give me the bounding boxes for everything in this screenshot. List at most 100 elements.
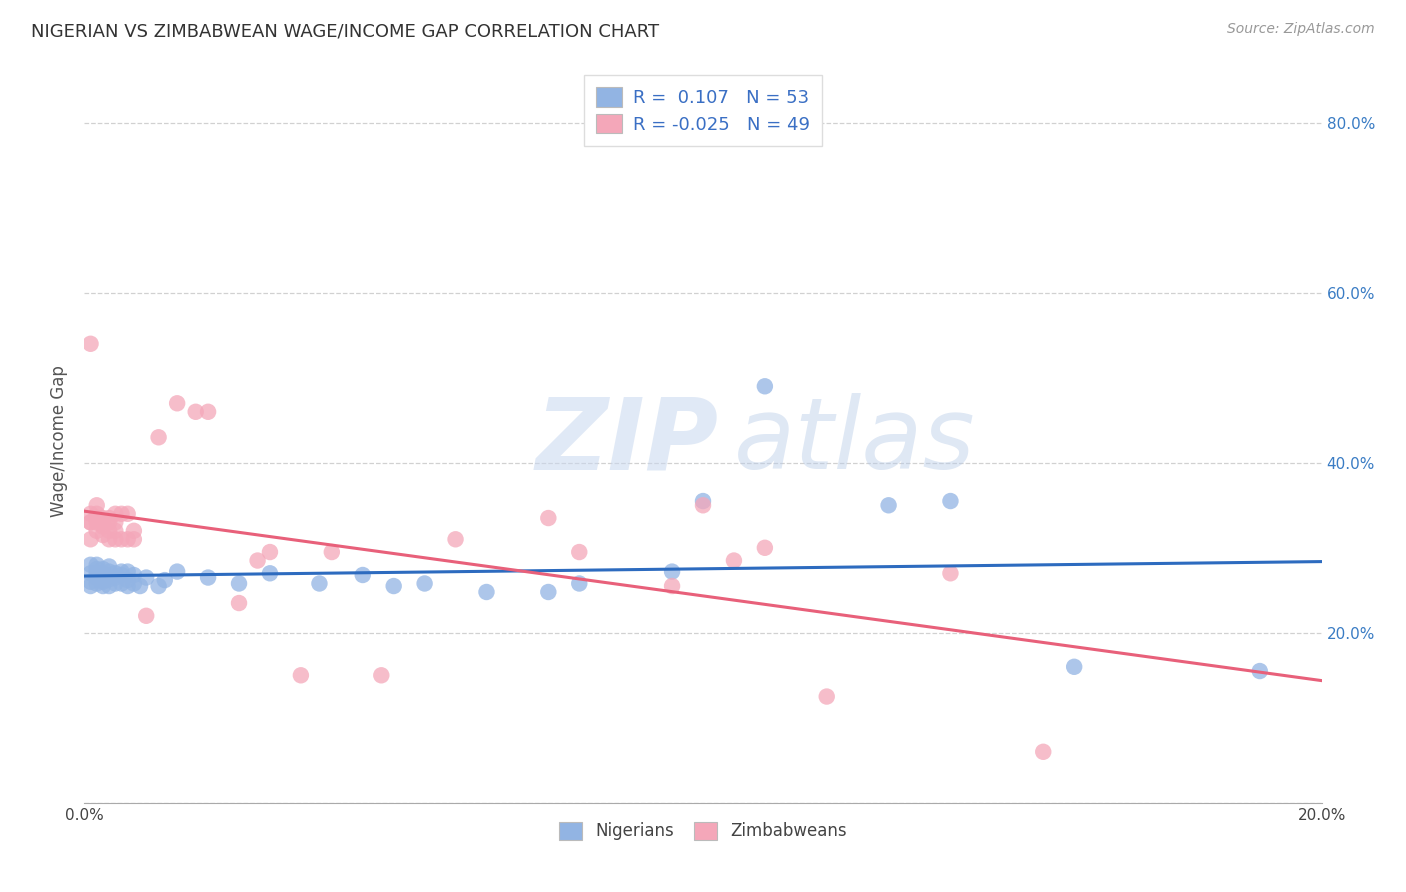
Point — [91, 562, 114, 576]
Point — [86, 516, 108, 530]
Point — [537, 511, 560, 525]
Text: NIGERIAN VS ZIMBABWEAN WAGE/INCOME GAP CORRELATION CHART: NIGERIAN VS ZIMBABWEAN WAGE/INCOME GAP C… — [31, 22, 659, 40]
Point — [352, 568, 374, 582]
Point — [939, 566, 962, 581]
Point — [184, 405, 207, 419]
Point — [661, 565, 683, 579]
Y-axis label: Wage/Income Gap: Wage/Income Gap — [51, 366, 69, 517]
Point — [382, 579, 405, 593]
Point — [104, 507, 127, 521]
Point — [86, 511, 108, 525]
Point — [413, 576, 436, 591]
Point — [129, 579, 152, 593]
Point — [661, 579, 683, 593]
Point — [110, 565, 132, 579]
Text: Source: ZipAtlas.com: Source: ZipAtlas.com — [1227, 22, 1375, 37]
Point — [110, 533, 132, 547]
Point — [444, 533, 467, 547]
Point — [148, 579, 170, 593]
Point — [79, 579, 101, 593]
Point — [104, 524, 127, 538]
Point — [122, 576, 145, 591]
Text: atlas: atlas — [734, 393, 976, 490]
Point — [86, 507, 108, 521]
Point — [86, 498, 108, 512]
Point — [117, 507, 139, 521]
Point — [754, 541, 776, 555]
Point — [148, 430, 170, 444]
Point — [79, 533, 101, 547]
Point — [370, 668, 392, 682]
Point — [104, 533, 127, 547]
Point — [692, 498, 714, 512]
Point — [91, 519, 114, 533]
Point — [815, 690, 838, 704]
Point — [1249, 664, 1271, 678]
Point — [91, 566, 114, 581]
Point — [259, 545, 281, 559]
Point — [117, 533, 139, 547]
Point — [86, 558, 108, 572]
Point — [86, 570, 108, 584]
Point — [153, 573, 176, 587]
Point — [98, 533, 121, 547]
Point — [110, 568, 132, 582]
Point — [1063, 660, 1085, 674]
Point — [98, 559, 121, 574]
Point — [290, 668, 312, 682]
Point — [568, 545, 591, 559]
Point — [79, 516, 101, 530]
Point — [86, 576, 108, 591]
Point — [79, 566, 101, 581]
Point — [166, 396, 188, 410]
Point — [308, 576, 330, 591]
Point — [86, 524, 108, 538]
Point — [122, 533, 145, 547]
Point — [79, 336, 101, 351]
Point — [246, 553, 269, 567]
Point — [228, 596, 250, 610]
Point — [228, 576, 250, 591]
Point — [98, 516, 121, 530]
Point — [98, 524, 121, 538]
Point — [91, 573, 114, 587]
Point — [475, 585, 498, 599]
Point — [568, 576, 591, 591]
Point — [166, 565, 188, 579]
Point — [197, 405, 219, 419]
Point — [91, 574, 114, 589]
Point — [91, 511, 114, 525]
Point — [117, 579, 139, 593]
Point — [98, 565, 121, 579]
Point — [321, 545, 343, 559]
Point — [259, 566, 281, 581]
Point — [79, 558, 101, 572]
Point — [104, 516, 127, 530]
Point — [537, 585, 560, 599]
Point — [754, 379, 776, 393]
Point — [104, 566, 127, 581]
Point — [91, 568, 114, 582]
Point — [939, 494, 962, 508]
Point — [110, 507, 132, 521]
Point — [122, 524, 145, 538]
Text: ZIP: ZIP — [536, 393, 718, 490]
Point — [91, 579, 114, 593]
Point — [86, 566, 108, 581]
Point — [117, 565, 139, 579]
Point — [98, 511, 121, 525]
Point — [1032, 745, 1054, 759]
Point — [135, 608, 157, 623]
Point — [86, 562, 108, 576]
Point — [877, 498, 900, 512]
Point — [104, 570, 127, 584]
Point — [122, 568, 145, 582]
Point — [723, 553, 745, 567]
Point — [79, 574, 101, 589]
Point — [79, 516, 101, 530]
Point — [117, 573, 139, 587]
Point — [110, 576, 132, 591]
Legend: Nigerians, Zimbabweans: Nigerians, Zimbabweans — [550, 814, 856, 848]
Point — [91, 528, 114, 542]
Point — [104, 576, 127, 591]
